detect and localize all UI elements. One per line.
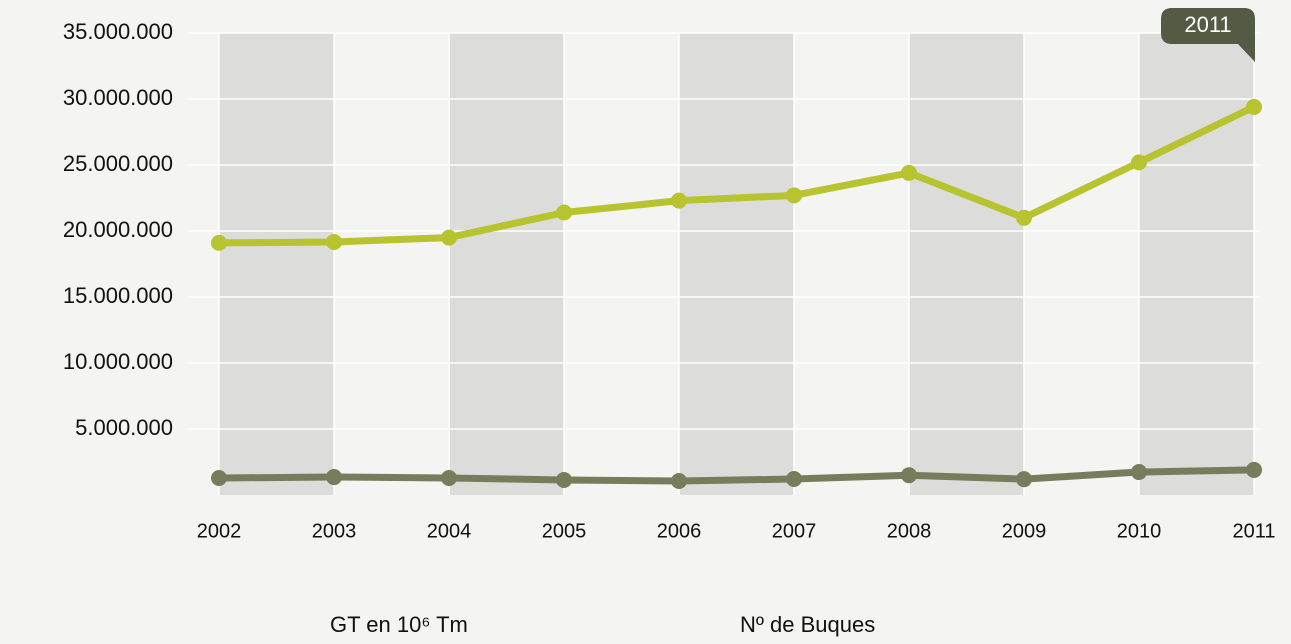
data-point (786, 471, 802, 488)
data-point (1131, 464, 1147, 481)
x-tick-label: 2002 (197, 520, 242, 542)
legend-label: GT en 10⁶ Tm (330, 612, 468, 637)
data-point (1246, 98, 1262, 115)
y-tick-label: 10.000.000 (63, 349, 173, 374)
data-point (326, 233, 342, 250)
x-tick-label: 2011 (1232, 520, 1275, 542)
data-point (211, 234, 227, 251)
y-tick-label: 30.000.000 (63, 85, 173, 110)
data-point (1246, 461, 1262, 478)
tooltip-label: 2011 (1184, 12, 1231, 37)
y-tick-label: 35.000.000 (63, 19, 173, 44)
series-line (215, 466, 1258, 485)
x-tick-label: 2003 (312, 520, 357, 542)
data-point (671, 473, 687, 490)
data-point (326, 469, 342, 486)
shaded-band (219, 33, 334, 495)
grid (188, 32, 1260, 495)
x-tick-label: 2005 (542, 520, 587, 542)
x-tick-label: 2004 (427, 520, 472, 542)
data-point (556, 204, 572, 221)
shaded-band (909, 33, 1024, 495)
x-tick-label: 2010 (1117, 520, 1162, 542)
y-tick-label: 5.000.000 (75, 415, 173, 440)
data-point (901, 164, 917, 181)
tooltip: 2011 (1161, 8, 1255, 62)
x-tick-label: 2006 (657, 520, 702, 542)
data-point (671, 192, 687, 209)
shaded-band (679, 33, 794, 495)
y-tick-label: 25.000.000 (63, 151, 173, 176)
x-tick-label: 2007 (772, 520, 817, 542)
shaded-band (1139, 33, 1254, 495)
tooltip-box (1161, 8, 1255, 62)
legend-label: Nº de Buques (740, 612, 875, 637)
data-point (901, 467, 917, 484)
data-point (1131, 154, 1147, 171)
labels: 2002 2003 2004 2005 2006 2007 2008 2009 2010 2011… (63, 19, 1276, 637)
y-tick-label: 15.000.000 (63, 283, 173, 308)
data-point (1016, 471, 1032, 488)
x-tick-label: 2009 (1002, 520, 1047, 542)
data-point (441, 469, 457, 486)
background-bands (219, 33, 1254, 495)
data-point (1016, 209, 1032, 226)
data-point (556, 471, 572, 488)
data-point (211, 469, 227, 486)
shaded-band (449, 33, 564, 495)
x-tick-label: 2008 (887, 520, 932, 542)
series-line (215, 103, 1258, 247)
y-tick-label: 20.000.000 (63, 217, 173, 242)
plot (211, 98, 1262, 490)
data-point (441, 229, 457, 246)
data-point (786, 187, 802, 204)
